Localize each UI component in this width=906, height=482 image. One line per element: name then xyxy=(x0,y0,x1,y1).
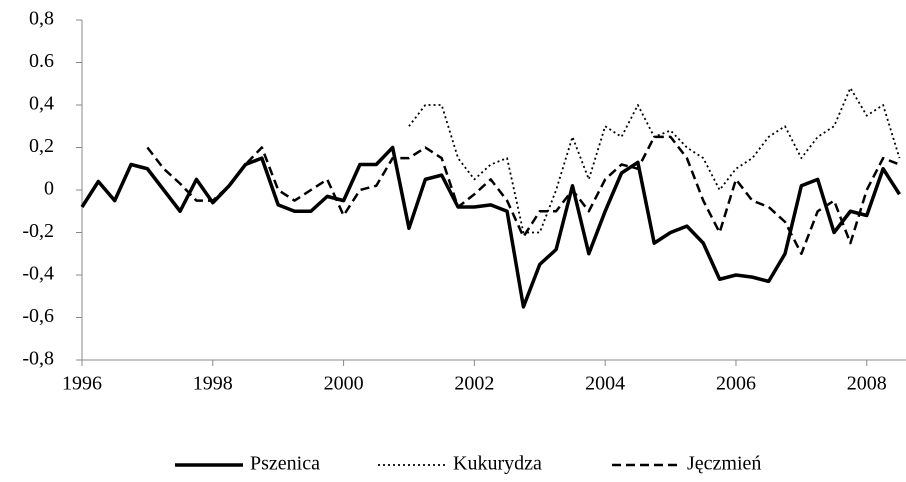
data-line xyxy=(80,145,901,309)
y-tick-label: -0,8 xyxy=(22,348,54,370)
x-tick-label: 2006 xyxy=(716,373,756,395)
x-tick-label: 2002 xyxy=(454,373,494,395)
y-tick-label: -0,6 xyxy=(22,305,54,327)
data-line xyxy=(146,135,900,255)
x-tick-label: 2000 xyxy=(324,373,364,395)
y-tick-label: -0,4 xyxy=(22,263,54,285)
y-tick-label: 0.6 xyxy=(29,50,54,72)
x-tick-label: 2004 xyxy=(585,373,625,395)
x-tick-label: 1996 xyxy=(62,373,102,395)
data-line xyxy=(408,87,901,234)
y-tick-label: 0,4 xyxy=(29,93,54,115)
legend-label: Pszenica xyxy=(250,453,320,475)
y-tick-label: 0,2 xyxy=(29,135,54,157)
legend-label: Jęczmień xyxy=(687,453,761,475)
y-tick-label: -0,2 xyxy=(22,220,54,242)
x-tick-label: 2008 xyxy=(847,373,887,395)
y-tick-label: 0,8 xyxy=(29,8,54,30)
x-tick-label: 1998 xyxy=(193,373,233,395)
y-tick-label: 0 xyxy=(44,178,54,200)
legend-label: Kukurydza xyxy=(453,453,542,475)
